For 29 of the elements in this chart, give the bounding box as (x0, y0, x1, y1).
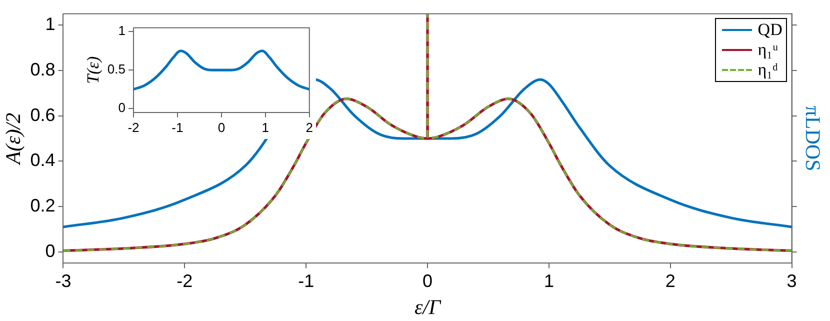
y-tick-label: 1 (45, 14, 56, 34)
y2-axis-title: πLDOS (800, 106, 825, 172)
x-tick-label: 0 (422, 270, 433, 291)
x-tick-label: -2 (176, 270, 193, 291)
x-tick-label: -3 (55, 270, 72, 291)
y-tick-label: 0.2 (30, 195, 56, 216)
x-tick-label: 3 (786, 270, 797, 291)
x-tick-label: 2 (306, 120, 313, 135)
legend-label: η₁ᵈ (758, 60, 778, 80)
legend-label: η₁ᵘ (758, 40, 778, 60)
x-tick-label: -2 (128, 120, 140, 135)
legend-label: QD (758, 20, 782, 40)
y-axis-title: A(ε)/2 (1, 112, 26, 166)
x-tick-label: 0 (218, 120, 226, 135)
y-tick-label: 0.6 (30, 104, 56, 125)
x-tick-label: 2 (665, 270, 676, 291)
line-series (133, 50, 310, 91)
y-tick-label: 0.5 (107, 62, 126, 77)
x-tick-label: 1 (262, 120, 270, 135)
x-tick-label: 1 (544, 270, 554, 291)
x-tick-label: -1 (298, 270, 314, 291)
y-tick-label: 1 (118, 23, 126, 38)
x-axis-title: ε/Γ (414, 294, 442, 319)
y-axis-title: T(ε) (84, 56, 103, 84)
y-tick-label: 0.8 (30, 59, 56, 80)
y-tick-label: 0 (118, 100, 126, 116)
y-tick-label: 0.4 (30, 150, 56, 170)
x-tick-label: -1 (172, 120, 184, 135)
y-tick-label: 0 (45, 240, 56, 261)
